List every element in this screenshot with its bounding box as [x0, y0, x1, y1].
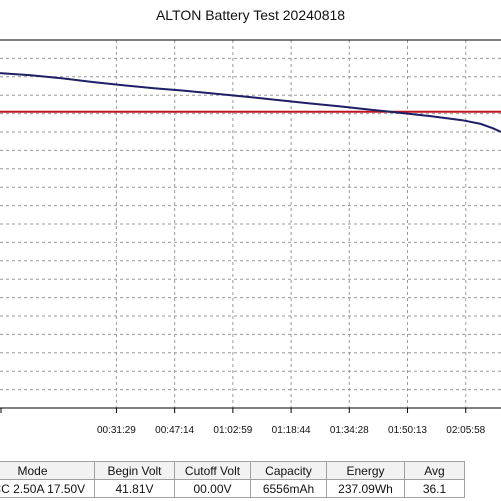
x-tick-label: 01:18:44	[272, 425, 311, 436]
x-tick-label: 00:31:29	[97, 425, 136, 436]
value-begin-volt: 41.81V	[94, 479, 175, 498]
value-capacity: 6556mAh	[250, 479, 327, 498]
value-energy: 237.09Wh	[326, 479, 405, 498]
x-tick-label: 01:50:13	[388, 425, 427, 436]
header-cutoff-volt: Cutoff Volt	[174, 461, 251, 480]
header-energy: Energy	[326, 461, 405, 480]
header-avg: Avg	[404, 461, 465, 480]
header-mode: Mode	[0, 461, 95, 480]
value-cutoff-volt: 00.00V	[174, 479, 251, 498]
value-mode: D-CC 2.50A 17.50V	[0, 479, 95, 498]
x-tick-label: 01:02:59	[213, 425, 252, 436]
chart-title: ALTON Battery Test 20240818	[155, 7, 346, 23]
summary-value-row: D-CC 2.50A 17.50V 41.81V 00.00V 6556mAh …	[0, 479, 465, 498]
x-tick-label: 01:34:28	[330, 425, 369, 436]
discharge-chart: 00:31:29 00:47:14 01:02:59 01:18:44 01:34:28…	[0, 39, 501, 436]
plot-area	[0, 40, 501, 408]
summary-table: Mode Begin Volt Cutoff Volt Capacity Ene…	[0, 461, 501, 501]
summary-header-row: Mode Begin Volt Cutoff Volt Capacity Ene…	[0, 461, 465, 480]
x-axis-ticks: 00:31:29 00:47:14 01:02:59 01:18:44 01:34:28…	[0, 408, 486, 436]
voltage-curve	[0, 72, 501, 133]
value-avg: 36.1	[404, 479, 465, 498]
header-begin-volt: Begin Volt	[94, 461, 175, 480]
header-capacity: Capacity	[250, 461, 327, 480]
x-tick-label: 00:47:14	[155, 425, 194, 436]
x-tick-label: 02:05:58	[446, 425, 485, 436]
